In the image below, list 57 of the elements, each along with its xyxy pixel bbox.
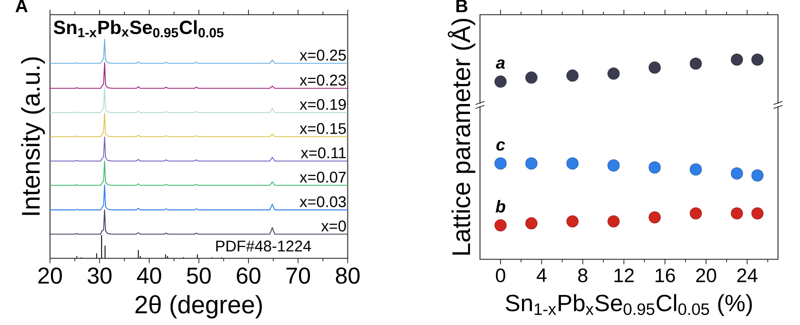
series-label: x=0 (321, 220, 346, 232)
point (648, 161, 661, 174)
x-tick-label: 60 (236, 268, 260, 284)
x-tick-label: 16 (656, 268, 675, 282)
series-label: x=0.07 (300, 172, 346, 183)
chart-title: A (16, 0, 28, 12)
point (730, 167, 743, 180)
point (494, 219, 507, 232)
chart-title: B (456, 0, 468, 12)
series-label: x=0.15 (300, 123, 346, 134)
series-label: b (496, 200, 506, 213)
point (751, 169, 764, 182)
x-tick-label: 4 (536, 268, 547, 282)
series-label: x=0.11 (300, 147, 346, 158)
x-axis-title: 2θ (degree) (135, 295, 262, 318)
text: Sn$_{1-x}$Pb$_{x}$Se$_{0.95}$Cl$_{0.05}$ (%) (506, 294, 752, 316)
point (608, 159, 620, 172)
point (751, 207, 764, 220)
series-label: a (496, 59, 505, 69)
series-label: x=0.23 (300, 74, 346, 86)
x-tick-label: 12 (614, 268, 634, 282)
x-tick-label: 8 (578, 268, 588, 282)
point (494, 76, 507, 88)
point (566, 215, 579, 228)
x-tick-label: 70 (286, 268, 310, 284)
x-tick-label: 80 (336, 268, 360, 284)
point (525, 157, 538, 170)
point (566, 70, 579, 82)
series-label: x=0.25 (300, 50, 346, 61)
point (566, 157, 579, 170)
series-label: PDF#48-1224 (216, 240, 312, 252)
series-label: x=0.03 (300, 196, 346, 208)
point (690, 58, 702, 70)
y-axis-title: Intensity (a.u.) (21, 57, 45, 215)
point (608, 68, 620, 80)
text: Sn$_{1-x}$Pb$_{x}$Se$_{0.95}$Cl$_{0.05}$ (54, 20, 224, 38)
x-tick-label: 30 (88, 268, 112, 284)
series-label: c (496, 141, 506, 151)
point (751, 54, 764, 66)
point (730, 54, 743, 66)
point (608, 215, 620, 228)
point (494, 157, 507, 170)
point (690, 163, 702, 176)
x-tick-label: 24 (737, 268, 758, 282)
x-tick-label: 50 (186, 268, 211, 284)
point (690, 207, 702, 220)
x-tick-label: 20 (38, 268, 62, 284)
y-axis-title: Lattice parameter (Å) (448, 18, 476, 255)
point (730, 207, 743, 220)
x-tick-label: 20 (696, 268, 716, 282)
point (525, 72, 538, 84)
point (648, 211, 661, 224)
point (648, 62, 661, 74)
point (525, 217, 538, 230)
x-tick-label: 40 (136, 268, 162, 284)
x-tick-label: 0 (496, 268, 506, 282)
series-label: x=0.19 (300, 98, 346, 110)
